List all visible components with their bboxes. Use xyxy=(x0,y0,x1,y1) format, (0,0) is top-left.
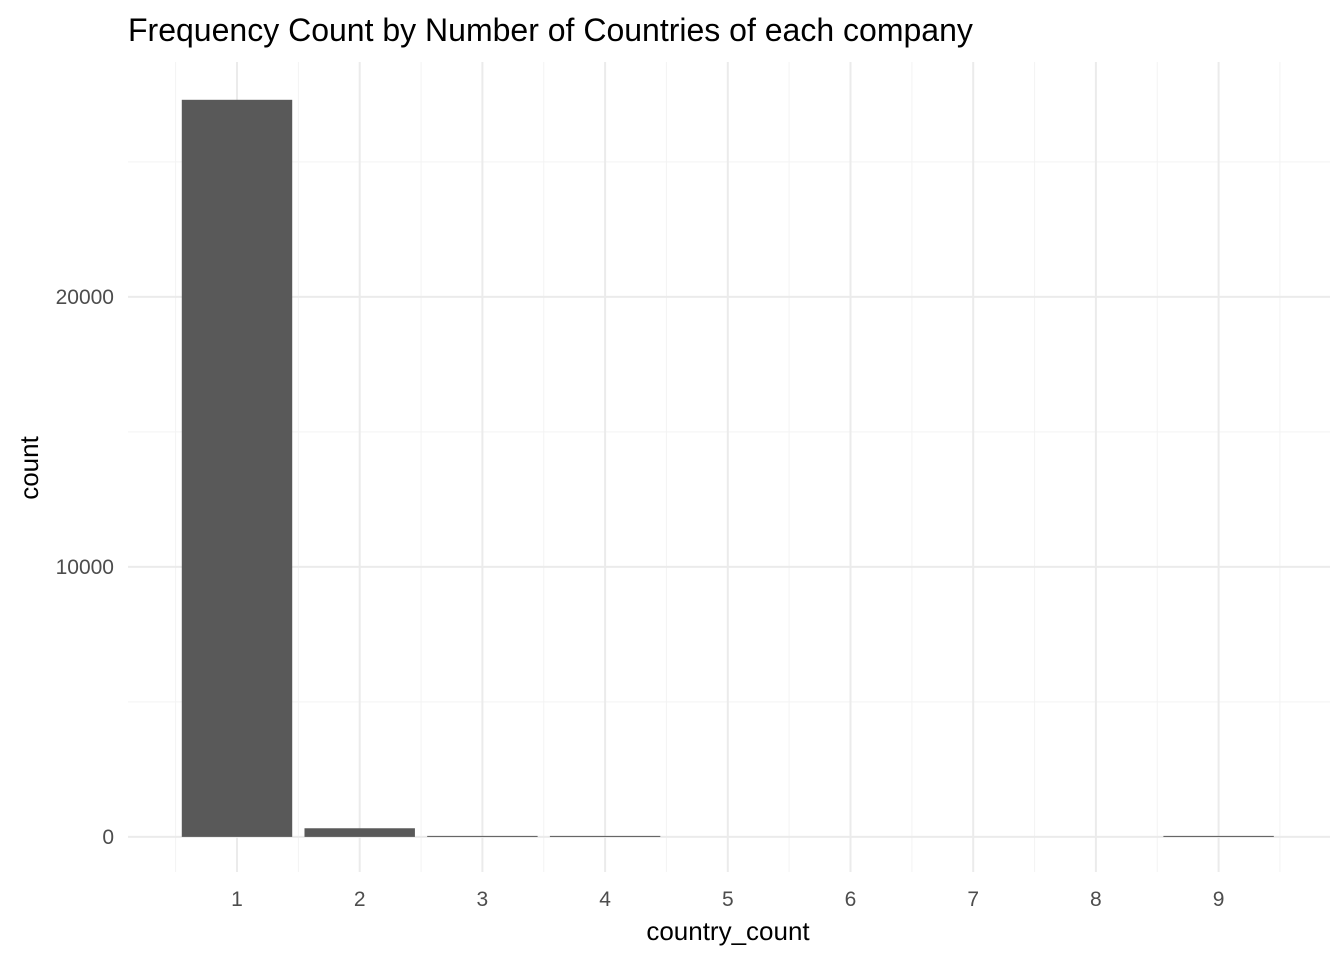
bar-9 xyxy=(1163,835,1274,837)
chart-title: Frequency Count by Number of Countries o… xyxy=(128,12,973,48)
y-axis-label: count xyxy=(14,435,44,499)
x-tick-label: 9 xyxy=(1213,888,1225,911)
x-tick-label: 1 xyxy=(231,888,243,911)
x-axis-label: country_count xyxy=(646,916,810,946)
bar-3 xyxy=(427,835,538,837)
y-axis-ticks: 0 10000 20000 xyxy=(56,286,114,849)
bar-4 xyxy=(549,835,661,837)
x-tick-label: 8 xyxy=(1090,888,1102,911)
bar-1 xyxy=(181,99,293,837)
x-tick-label: 4 xyxy=(599,888,611,911)
x-tick-label: 6 xyxy=(845,888,857,911)
x-tick-label: 2 xyxy=(354,888,366,911)
x-tick-label: 3 xyxy=(477,888,489,911)
x-tick-label: 7 xyxy=(967,888,979,911)
bars xyxy=(181,99,1274,837)
x-axis-ticks: 1 2 3 4 5 6 7 8 9 xyxy=(231,888,1224,911)
y-tick-label: 20000 xyxy=(56,286,114,309)
y-tick-label: 0 xyxy=(102,826,114,849)
y-tick-label: 10000 xyxy=(56,556,114,579)
bar-2 xyxy=(304,828,415,837)
x-tick-label: 5 xyxy=(722,888,734,911)
gridlines xyxy=(128,62,1330,872)
